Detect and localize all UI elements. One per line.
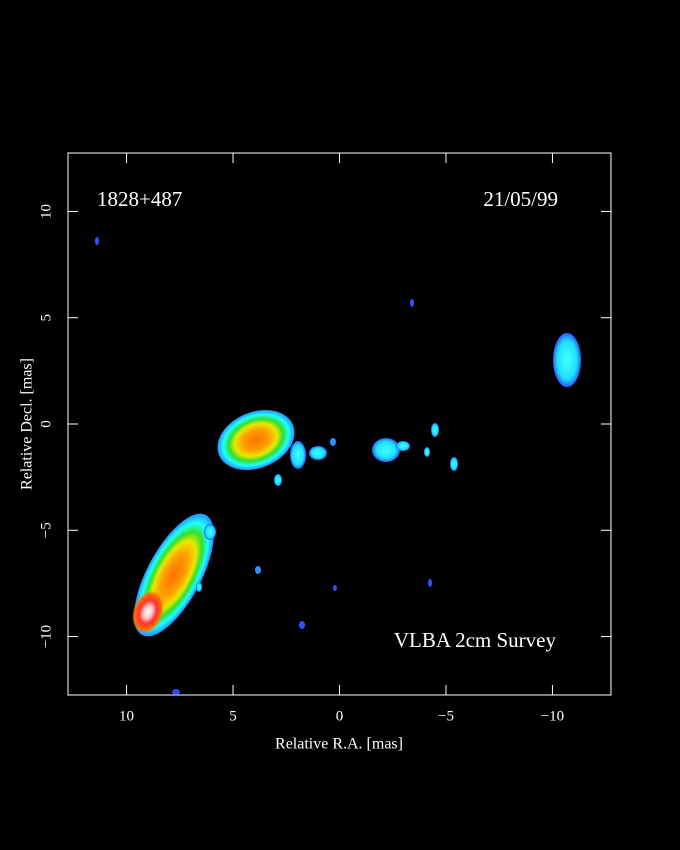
- y-tick-label: −5: [38, 522, 54, 538]
- y-tick-label: 5: [38, 314, 54, 322]
- core: [132, 590, 164, 634]
- jet-component: [372, 438, 400, 462]
- noise: [428, 579, 432, 587]
- noise: [95, 237, 99, 245]
- radio-map: [95, 237, 581, 695]
- noise: [410, 299, 414, 307]
- x-axis-label: Relative R.A. [mas]: [275, 736, 403, 753]
- noise: [172, 689, 180, 695]
- noise: [255, 566, 261, 574]
- jet-component: [309, 446, 327, 460]
- noise: [333, 585, 337, 591]
- jet-component: [196, 582, 202, 592]
- y-tick-label: 10: [38, 204, 54, 219]
- y-tick-label: −10: [38, 625, 54, 648]
- noise: [330, 438, 336, 446]
- jet-component: [274, 474, 282, 486]
- jet-component: [553, 333, 581, 387]
- jet-component: [450, 457, 458, 471]
- y-axis-label: Relative Decl. [mas]: [19, 358, 36, 490]
- epoch: 21/05/99: [483, 187, 558, 211]
- jet-component: [424, 447, 430, 457]
- survey-label: VLBA 2cm Survey: [394, 628, 557, 652]
- jet-component: [204, 524, 216, 540]
- jet-component: [396, 441, 410, 451]
- x-tick-label: −5: [438, 708, 454, 724]
- noise: [299, 621, 305, 629]
- source-name: 1828+487: [97, 187, 182, 211]
- x-tick-label: −10: [541, 708, 564, 724]
- x-tick-label: 0: [336, 708, 344, 724]
- jet-component: [217, 410, 295, 470]
- y-tick-label: 0: [38, 420, 54, 428]
- jet-component: [431, 423, 439, 437]
- jet-component: [290, 441, 306, 469]
- x-tick-label: 5: [229, 708, 237, 724]
- x-tick-label: 10: [119, 708, 134, 724]
